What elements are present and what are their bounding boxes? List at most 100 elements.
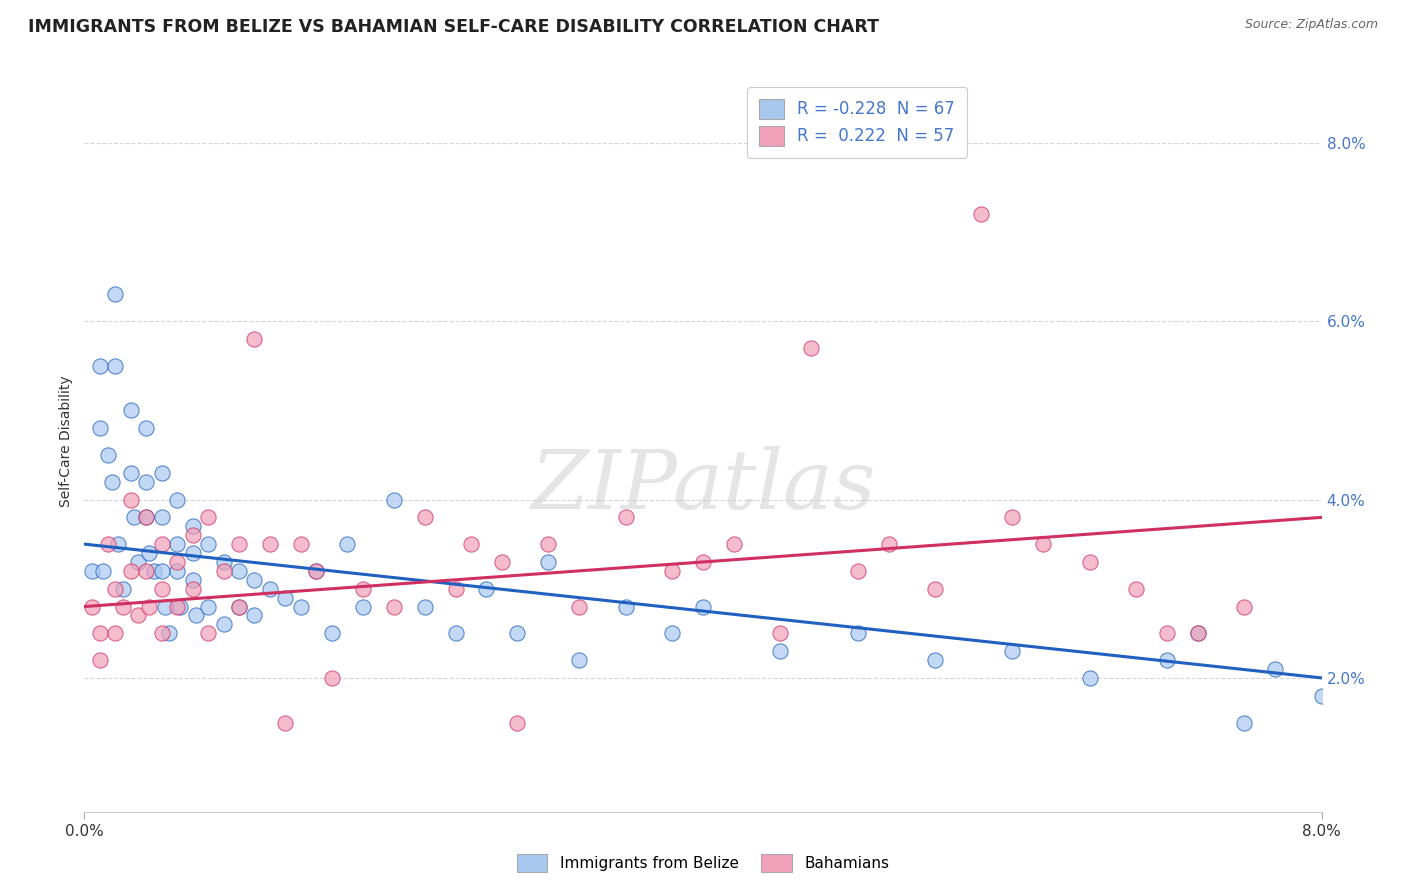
Point — [104, 582, 127, 596]
Point — [1187, 626, 1209, 640]
Point — [305, 564, 328, 578]
Point — [159, 626, 180, 640]
Point — [135, 421, 157, 435]
Point — [1001, 510, 1024, 524]
Point — [413, 599, 436, 614]
Point — [135, 475, 157, 489]
Point — [491, 555, 513, 569]
Legend: R = -0.228  N = 67, R =  0.222  N = 57: R = -0.228 N = 67, R = 0.222 N = 57 — [748, 87, 967, 158]
Point — [460, 537, 482, 551]
Point — [104, 626, 127, 640]
Point — [924, 653, 946, 667]
Point — [1233, 715, 1256, 730]
Point — [568, 653, 591, 667]
Point — [1187, 626, 1209, 640]
Point — [166, 564, 188, 578]
Point — [846, 564, 869, 578]
Y-axis label: Self-Care Disability: Self-Care Disability — [59, 376, 73, 508]
Point — [150, 537, 173, 551]
Point — [135, 510, 157, 524]
Point — [197, 510, 219, 524]
Point — [166, 492, 188, 507]
Point — [846, 626, 869, 640]
Point — [120, 492, 142, 507]
Point — [127, 555, 149, 569]
Point — [150, 626, 173, 640]
Point — [120, 403, 142, 417]
Point — [506, 626, 529, 640]
Point — [197, 626, 219, 640]
Point — [89, 421, 111, 435]
Point — [1125, 582, 1147, 596]
Point — [212, 564, 235, 578]
Point — [1264, 662, 1286, 676]
Point — [537, 555, 560, 569]
Point — [228, 599, 250, 614]
Point — [181, 573, 204, 587]
Point — [243, 608, 266, 623]
Point — [444, 626, 467, 640]
Point — [1233, 599, 1256, 614]
Point — [101, 475, 124, 489]
Point — [181, 519, 204, 533]
Point — [1078, 555, 1101, 569]
Point — [166, 599, 188, 614]
Point — [197, 599, 219, 614]
Point — [143, 564, 166, 578]
Point — [1001, 644, 1024, 658]
Point — [769, 626, 792, 640]
Point — [336, 537, 359, 551]
Point — [82, 599, 104, 614]
Point — [138, 599, 160, 614]
Point — [228, 564, 250, 578]
Point — [352, 582, 374, 596]
Point — [107, 537, 129, 551]
Point — [723, 537, 745, 551]
Point — [89, 626, 111, 640]
Point — [614, 510, 637, 524]
Point — [243, 332, 266, 346]
Point — [1156, 626, 1178, 640]
Point — [150, 466, 173, 480]
Point — [104, 287, 127, 301]
Point — [769, 644, 792, 658]
Point — [135, 564, 157, 578]
Point — [1156, 653, 1178, 667]
Point — [877, 537, 900, 551]
Point — [800, 341, 823, 355]
Legend: Immigrants from Belize, Bahamians: Immigrants from Belize, Bahamians — [509, 846, 897, 880]
Point — [614, 599, 637, 614]
Point — [382, 599, 405, 614]
Point — [96, 448, 118, 462]
Point — [259, 537, 281, 551]
Point — [89, 359, 111, 373]
Point — [150, 582, 173, 596]
Point — [166, 537, 188, 551]
Point — [91, 564, 114, 578]
Point — [274, 715, 297, 730]
Point — [228, 537, 250, 551]
Point — [197, 537, 219, 551]
Point — [112, 599, 135, 614]
Point — [661, 626, 683, 640]
Point — [120, 466, 142, 480]
Point — [166, 555, 188, 569]
Point — [122, 510, 145, 524]
Point — [112, 582, 135, 596]
Point — [104, 359, 127, 373]
Point — [153, 599, 176, 614]
Point — [305, 564, 328, 578]
Point — [290, 599, 312, 614]
Point — [568, 599, 591, 614]
Point — [661, 564, 683, 578]
Point — [181, 546, 204, 560]
Point — [924, 582, 946, 596]
Point — [1078, 671, 1101, 685]
Point — [321, 626, 343, 640]
Point — [382, 492, 405, 507]
Point — [89, 653, 111, 667]
Point — [290, 537, 312, 551]
Point — [181, 582, 204, 596]
Point — [274, 591, 297, 605]
Point — [692, 599, 714, 614]
